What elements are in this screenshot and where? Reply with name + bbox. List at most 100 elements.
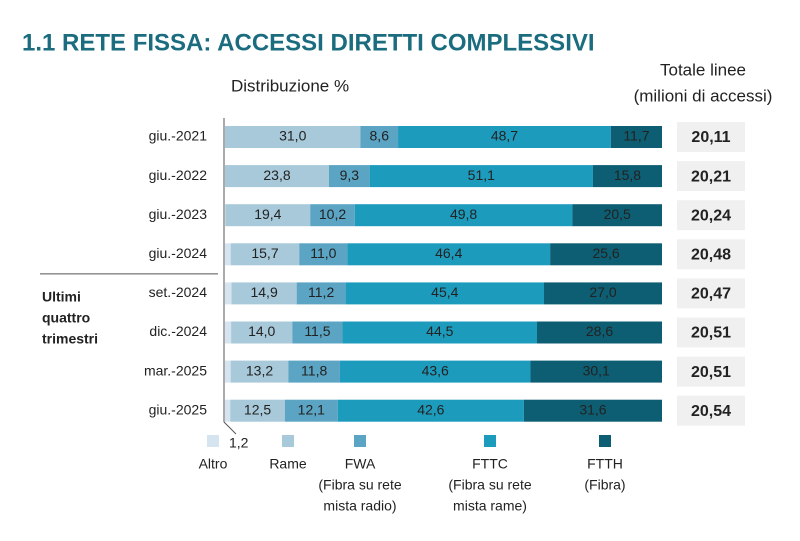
data-label: 12,1 (298, 401, 325, 417)
total-label: 20,51 (691, 325, 731, 342)
y-tick-label: giu.-2025 (149, 401, 208, 417)
total-label: 20,11 (691, 129, 730, 146)
total-box (677, 122, 745, 152)
y-tick-label: mar.-2025 (144, 362, 207, 378)
legend-swatch (484, 435, 496, 447)
bar-segment (530, 360, 662, 383)
data-label: 42,6 (417, 401, 444, 417)
bar-segment (537, 321, 662, 344)
legend-label: FTTC (472, 456, 508, 472)
bar-segment (225, 399, 231, 422)
total-box (677, 278, 745, 309)
totals-header: (milioni di accessi) (634, 86, 773, 105)
data-label: 45,4 (431, 284, 458, 300)
total-box (677, 239, 745, 270)
total-box (677, 395, 745, 426)
bar-segment (225, 126, 361, 148)
data-label: 14,9 (250, 284, 277, 300)
data-label: 46,4 (435, 245, 462, 261)
y-tick-label: giu.-2023 (149, 206, 208, 222)
bar-segment (225, 204, 311, 227)
data-label: 31,0 (279, 128, 306, 144)
legend-swatch (207, 435, 219, 447)
bar-segment (292, 321, 343, 344)
x-axis-label: Distribuzione % (231, 76, 349, 95)
data-label: 12,5 (244, 401, 271, 417)
total-box (677, 161, 745, 192)
data-label: 48,7 (491, 128, 518, 144)
legend-swatch (354, 435, 366, 447)
legend-description: mista rame) (453, 498, 527, 514)
total-label: 20,51 (691, 364, 731, 381)
y-tick-label: giu.-2022 (149, 167, 208, 183)
bar-segment (329, 165, 370, 188)
data-label: 13,2 (246, 362, 273, 378)
data-label: 30,1 (583, 362, 610, 378)
bar-segment (230, 243, 300, 266)
legend-description: (Fibra) (584, 477, 625, 493)
bar-segment (288, 360, 340, 383)
data-label: 44,5 (426, 323, 453, 339)
data-label: 23,8 (263, 167, 290, 183)
data-label: 51,1 (468, 167, 495, 183)
total-label: 20,48 (691, 247, 731, 264)
chart-title: 1.1 RETE FISSA: ACCESSI DIRETTI COMPLESS… (22, 29, 595, 56)
legend-description: (Fibra su rete (318, 477, 401, 493)
data-label: 10,2 (319, 206, 346, 222)
data-label: 11,0 (310, 245, 336, 261)
bar-segment (610, 126, 662, 148)
data-label: 8,6 (370, 128, 390, 144)
bar-segment (296, 282, 346, 305)
total-label: 20,21 (691, 168, 731, 185)
data-label: 31,6 (579, 401, 606, 417)
total-label: 20,24 (691, 207, 731, 224)
bar-segment (347, 243, 551, 266)
legend-label: FWA (345, 456, 376, 472)
bar-segment (225, 360, 231, 383)
bar-segment (572, 204, 662, 227)
legend-description: (Fibra su rete (448, 477, 531, 493)
data-label: 11,8 (301, 362, 327, 378)
legend-swatch (599, 435, 611, 447)
data-label: 14,0 (248, 323, 275, 339)
bar-segment (225, 243, 231, 266)
bar-segment (360, 126, 399, 148)
data-label: 49,8 (450, 206, 477, 222)
total-box (677, 200, 745, 231)
group-label: quattro (42, 310, 90, 326)
data-label: 27,0 (589, 284, 616, 300)
group-label: Ultimi (42, 289, 81, 305)
bar-segment (225, 165, 330, 188)
bar-segment (230, 399, 285, 422)
group-label: trimestri (42, 331, 98, 347)
bar-segment (592, 165, 662, 188)
data-label: 11,5 (304, 323, 330, 339)
legend-label: FTTH (587, 456, 623, 472)
data-label: 9,3 (340, 167, 360, 183)
y-tick-label: giu.-2024 (149, 245, 208, 261)
bar-segment (398, 126, 611, 148)
bar-segment (231, 282, 297, 305)
bar-segment (225, 282, 232, 305)
bar-segment (284, 399, 338, 422)
bar-segment (339, 360, 531, 383)
data-label: 1,2 (229, 434, 249, 450)
y-tick-label: giu.-2021 (149, 128, 208, 144)
totals-header: Totale linee (660, 60, 746, 79)
data-label: 20,5 (604, 206, 631, 222)
bar-segment (345, 282, 545, 305)
total-label: 20,47 (691, 286, 731, 303)
data-label: 15,7 (251, 245, 278, 261)
data-label: 11,7 (623, 128, 649, 144)
legend-description: mista radio) (323, 498, 396, 514)
bar-segment (523, 399, 662, 422)
total-label: 20,54 (691, 403, 731, 420)
bar-segment (231, 321, 293, 344)
bar-segment (225, 321, 232, 344)
bar-segment (550, 243, 662, 266)
legend-label: Rame (269, 456, 307, 472)
data-label: 19,4 (254, 206, 281, 222)
bar-segment (354, 204, 573, 227)
total-box (677, 356, 745, 387)
